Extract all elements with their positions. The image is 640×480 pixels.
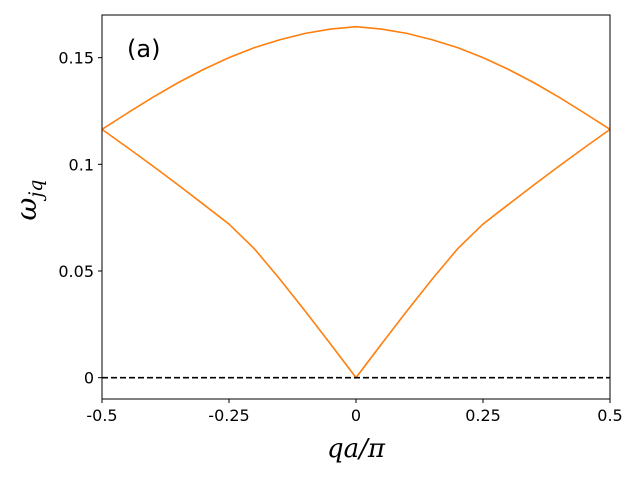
y-axis-label-main: ω <box>10 197 43 220</box>
y-tick-label-0: 0 <box>84 369 94 388</box>
y-axis-label: ωjq <box>10 180 47 221</box>
x-axis-label: qa/π <box>327 434 386 464</box>
y-axis-ticks: 0 0.05 0.1 0.15 <box>58 49 102 388</box>
y-axis-label-subscript: jq <box>25 180 47 202</box>
series-layer <box>101 25 611 379</box>
x-tick-label-2: 0 <box>351 406 361 425</box>
plot-frame <box>101 14 611 400</box>
x-axis-ticks: -0.5 -0.25 0 0.25 0.5 <box>86 399 623 425</box>
y-tick-label-1: 0.05 <box>58 262 94 281</box>
y-tick-label-2: 0.1 <box>69 155 94 174</box>
x-tick-label-0: -0.5 <box>86 406 117 425</box>
series-line-0 <box>101 25 611 131</box>
series-line-1 <box>101 128 611 379</box>
panel-label: (a) <box>127 35 160 63</box>
x-tick-label-1: -0.25 <box>208 406 249 425</box>
y-tick-label-3: 0.15 <box>58 49 94 68</box>
x-tick-label-3: 0.25 <box>465 406 501 425</box>
x-tick-label-4: 0.5 <box>597 406 622 425</box>
